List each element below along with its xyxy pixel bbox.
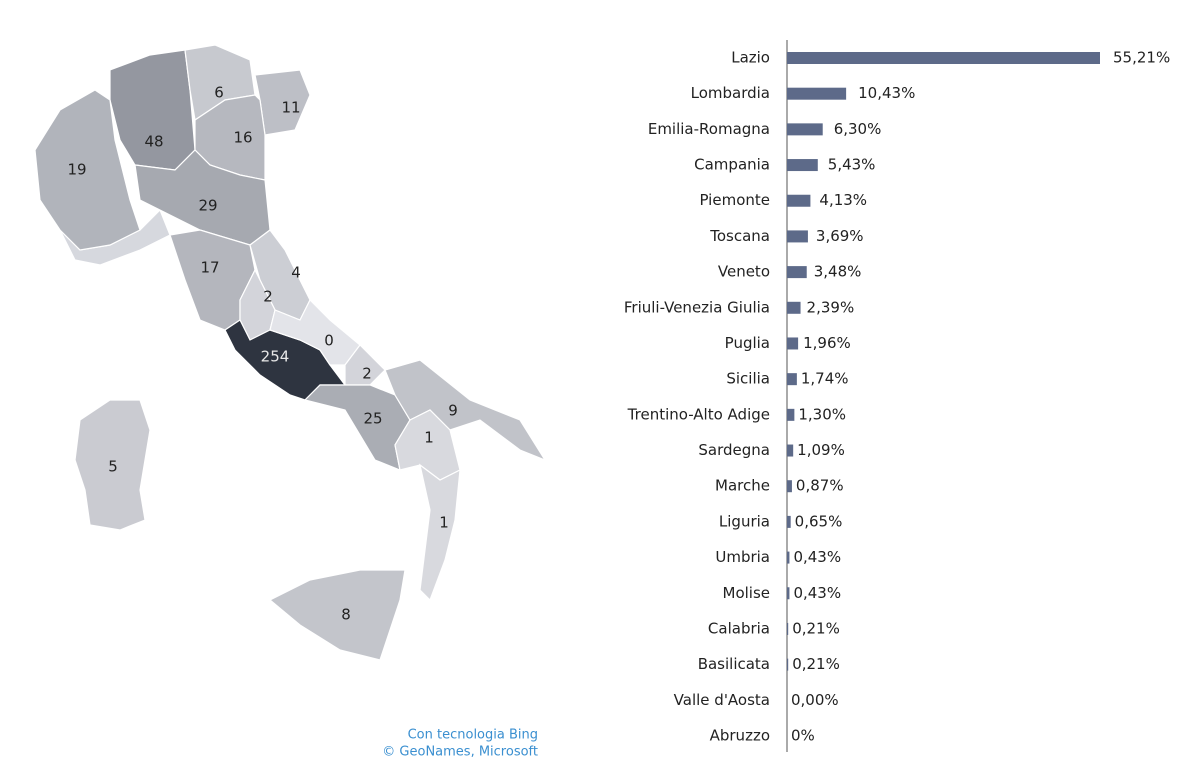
bar bbox=[787, 230, 808, 243]
category-label: Puglia bbox=[725, 334, 770, 352]
category-label: Liguria bbox=[719, 512, 770, 530]
bar bbox=[787, 87, 847, 100]
value-label: 0,43% bbox=[793, 548, 841, 566]
category-label: Toscana bbox=[709, 227, 770, 245]
region bbox=[268, 569, 406, 661]
value-label: 3,69% bbox=[816, 227, 864, 245]
region-label: 1 bbox=[424, 429, 434, 447]
category-label: Campania bbox=[694, 156, 770, 174]
value-label: 2,39% bbox=[807, 298, 855, 316]
bar bbox=[787, 444, 794, 457]
category-label: Marche bbox=[715, 477, 770, 495]
region bbox=[109, 49, 196, 171]
value-label: 0,21% bbox=[792, 619, 840, 637]
region-label: 48 bbox=[144, 133, 163, 151]
value-label: 0,21% bbox=[792, 655, 840, 673]
bar bbox=[787, 337, 799, 350]
category-label: Lombardia bbox=[691, 84, 770, 102]
region-label: 16 bbox=[233, 129, 252, 147]
bar bbox=[787, 622, 789, 635]
attribution: © GeoNames, Microsoft bbox=[382, 745, 538, 760]
region-label: 4 bbox=[291, 264, 301, 282]
category-label: Sicilia bbox=[726, 370, 770, 388]
bar bbox=[787, 373, 797, 386]
region bbox=[344, 344, 386, 386]
category-label: Umbria bbox=[715, 548, 770, 566]
category-label: Abruzzo bbox=[710, 727, 770, 745]
region-label: 11 bbox=[281, 99, 300, 117]
region-label: 29 bbox=[198, 197, 217, 215]
value-label: 6,30% bbox=[834, 120, 882, 138]
value-label: 0,87% bbox=[796, 477, 844, 495]
region-label: 254 bbox=[261, 348, 290, 366]
category-label: Friuli-Venezia Giulia bbox=[624, 298, 770, 316]
bar bbox=[787, 515, 791, 528]
value-label: 0,65% bbox=[795, 512, 843, 530]
value-label: 1,30% bbox=[798, 405, 846, 423]
region bbox=[419, 463, 461, 602]
bar bbox=[787, 52, 1100, 64]
region bbox=[74, 399, 151, 531]
bar bbox=[787, 194, 811, 207]
value-label: 5,43% bbox=[828, 156, 876, 174]
bar bbox=[787, 266, 807, 279]
bar bbox=[787, 587, 790, 600]
bar bbox=[787, 123, 823, 136]
bar bbox=[787, 408, 795, 421]
region-label: 6 bbox=[214, 84, 224, 102]
category-label: Emilia-Romagna bbox=[648, 120, 770, 138]
region-label: 2 bbox=[362, 365, 372, 383]
bar bbox=[787, 551, 790, 564]
region-label: 0 bbox=[324, 332, 334, 350]
value-label: 3,48% bbox=[814, 263, 862, 281]
value-label: 10,43% bbox=[858, 84, 915, 102]
value-label: 0,43% bbox=[793, 584, 841, 602]
value-label: 1,96% bbox=[803, 334, 851, 352]
region-label: 9 bbox=[448, 402, 458, 420]
bar bbox=[787, 159, 818, 172]
category-label: Valle d'Aosta bbox=[674, 691, 770, 709]
bar bbox=[787, 658, 789, 671]
region bbox=[34, 89, 141, 251]
attribution: Con tecnologia Bing bbox=[408, 728, 538, 743]
region bbox=[134, 149, 271, 246]
category-label: Trentino-Alto Adige bbox=[627, 405, 770, 423]
bar bbox=[787, 301, 801, 314]
category-label: Piemonte bbox=[699, 191, 770, 209]
region bbox=[384, 359, 547, 462]
region-label: 17 bbox=[200, 259, 219, 277]
category-label: Sardegna bbox=[698, 441, 770, 459]
category-label: Basilicata bbox=[698, 655, 770, 673]
region-label: 1 bbox=[439, 514, 449, 532]
value-label: 0% bbox=[791, 727, 815, 745]
region bbox=[303, 384, 411, 471]
region-label: 2 bbox=[263, 288, 273, 306]
value-label: 0,00% bbox=[791, 691, 839, 709]
region-label: 25 bbox=[363, 410, 382, 428]
region-label: 19 bbox=[67, 161, 86, 179]
category-label: Molise bbox=[723, 584, 771, 602]
value-label: 4,13% bbox=[819, 191, 867, 209]
region bbox=[224, 319, 347, 401]
value-label: 1,74% bbox=[801, 370, 849, 388]
category-label: Calabria bbox=[708, 619, 770, 637]
value-label: 1,09% bbox=[797, 441, 845, 459]
category-label: Veneto bbox=[718, 263, 770, 281]
category-label: Lazio bbox=[731, 49, 770, 67]
region-label: 5 bbox=[108, 458, 118, 476]
region-label: 8 bbox=[341, 606, 351, 624]
value-label: 55,21% bbox=[1113, 49, 1170, 67]
bar bbox=[787, 480, 792, 493]
